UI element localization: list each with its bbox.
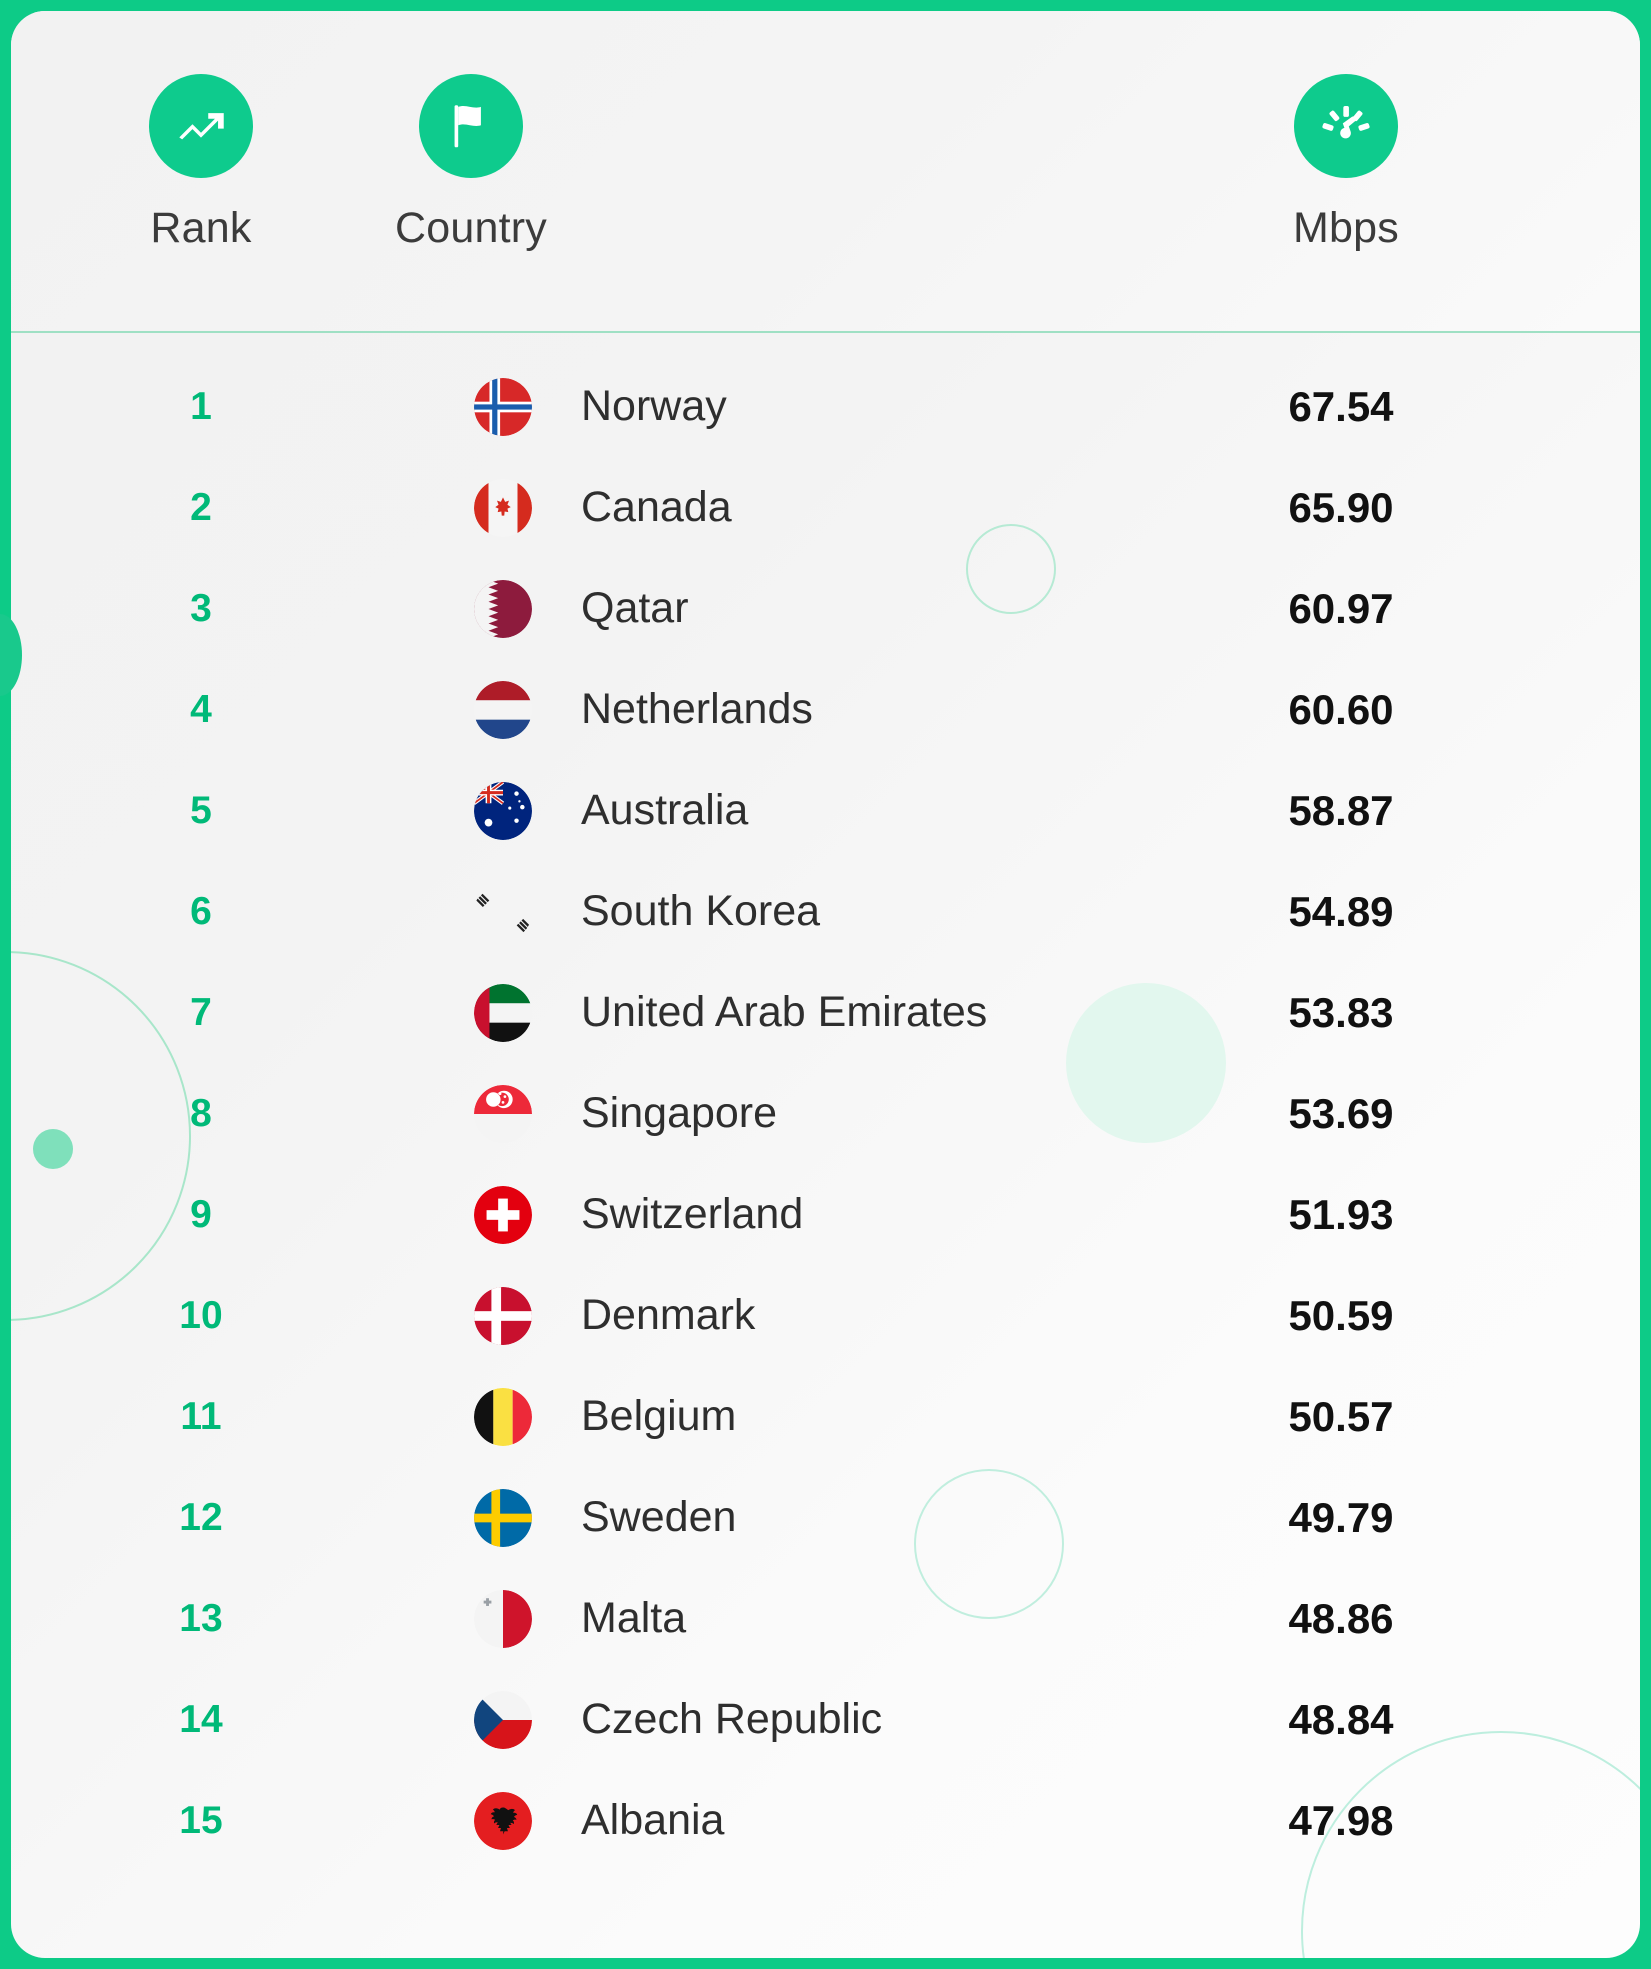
- table-row[interactable]: 6 South Korea 54.89: [11, 861, 1640, 962]
- flag-sweden-icon: [466, 1488, 540, 1547]
- table-row[interactable]: 10 Denmark 50.59: [11, 1265, 1640, 1366]
- trending-up-icon: [149, 74, 253, 178]
- rank-value: 2: [190, 485, 212, 529]
- table-row[interactable]: 5 Australia 58.87: [11, 760, 1640, 861]
- column-header-mbps-label: Mbps: [1293, 204, 1399, 252]
- country-name: Netherlands: [581, 685, 813, 733]
- rank-value: 15: [179, 1798, 223, 1842]
- country-name: Czech Republic: [581, 1695, 883, 1743]
- mbps-value: 47.98: [1288, 1796, 1394, 1844]
- country-name: Switzerland: [581, 1190, 804, 1238]
- rank-value: 13: [179, 1596, 223, 1640]
- rank-value: 11: [180, 1394, 222, 1438]
- table-row[interactable]: 2 Canada 65.90: [11, 457, 1640, 558]
- rank-value: 14: [179, 1697, 223, 1741]
- mbps-value: 51.93: [1288, 1190, 1394, 1238]
- rank-value: 12: [179, 1495, 223, 1539]
- flag-norway-icon: [466, 377, 540, 436]
- table-row[interactable]: 7 United Arab Emirates 53.83: [11, 962, 1640, 1063]
- ranking-table-body: 1 Norway 67.54 2 Canada 65.90 3 Qatar 60.97 4 Neth…: [11, 333, 1640, 1871]
- flag-australia-icon: [466, 781, 540, 840]
- table-row[interactable]: 8 Singapore 53.69: [11, 1063, 1640, 1164]
- rank-value: 1: [190, 384, 212, 428]
- column-header-country-label: Country: [395, 204, 547, 252]
- table-row[interactable]: 13 Malta 48.86: [11, 1568, 1640, 1669]
- mbps-value: 48.86: [1288, 1594, 1394, 1642]
- table-row[interactable]: 3 Qatar 60.97: [11, 558, 1640, 659]
- rank-value: 5: [190, 788, 212, 832]
- mbps-value: 54.89: [1288, 887, 1394, 935]
- flag-belgium-icon: [466, 1387, 540, 1446]
- table-row[interactable]: 4 Netherlands 60.60: [11, 659, 1640, 760]
- mbps-value: 50.57: [1288, 1392, 1394, 1440]
- flag-albania-icon: [466, 1791, 540, 1850]
- rank-value: 6: [190, 889, 212, 933]
- country-name: Singapore: [581, 1089, 778, 1137]
- country-name: Norway: [581, 382, 727, 430]
- table-row[interactable]: 1 Norway 67.54: [11, 356, 1640, 457]
- flag-switzerland-icon: [466, 1185, 540, 1244]
- table-row[interactable]: 14 Czech Republic 48.84: [11, 1669, 1640, 1770]
- mbps-value: 60.97: [1288, 584, 1394, 632]
- country-name: Australia: [581, 786, 749, 834]
- mbps-value: 49.79: [1288, 1493, 1394, 1541]
- mbps-value: 60.60: [1288, 685, 1394, 733]
- table-row[interactable]: 12 Sweden 49.79: [11, 1467, 1640, 1568]
- rank-value: 9: [190, 1192, 212, 1236]
- country-name: United Arab Emirates: [581, 988, 988, 1036]
- mbps-value: 65.90: [1288, 483, 1394, 531]
- table-row[interactable]: 11 Belgium 50.57: [11, 1366, 1640, 1467]
- mbps-value: 58.87: [1288, 786, 1394, 834]
- mbps-value: 67.54: [1288, 382, 1394, 430]
- country-name: Canada: [581, 483, 732, 531]
- ranking-card: Rank Country: [11, 11, 1640, 1958]
- country-name: Albania: [581, 1796, 725, 1844]
- column-header-country: Country: [391, 74, 551, 253]
- table-row[interactable]: 9 Switzerland 51.93: [11, 1164, 1640, 1265]
- country-name: South Korea: [581, 887, 821, 935]
- rank-value: 4: [190, 687, 212, 731]
- flag-czech-republic-icon: [466, 1690, 540, 1749]
- rank-value: 7: [190, 990, 212, 1034]
- country-name: Malta: [581, 1594, 687, 1642]
- flag-uae-icon: [466, 983, 540, 1042]
- flag-south-korea-icon: [466, 882, 540, 941]
- column-header-mbps: Mbps: [1266, 74, 1426, 253]
- country-name: Denmark: [581, 1291, 756, 1339]
- mbps-value: 50.59: [1288, 1291, 1394, 1339]
- column-header-rank: Rank: [121, 74, 281, 253]
- table-header: Rank Country: [11, 11, 1640, 333]
- flag-netherlands-icon: [466, 680, 540, 739]
- flag-malta-icon: [466, 1589, 540, 1648]
- country-name: Qatar: [581, 584, 689, 632]
- mbps-value: 53.69: [1288, 1089, 1394, 1137]
- country-name: Belgium: [581, 1392, 737, 1440]
- country-name: Sweden: [581, 1493, 737, 1541]
- rank-value: 8: [190, 1091, 212, 1135]
- rank-value: 3: [190, 586, 212, 630]
- flag-canada-icon: [466, 478, 540, 537]
- left-edge-accent-nub: [0, 614, 22, 696]
- flag-qatar-icon: [466, 579, 540, 638]
- column-header-rank-label: Rank: [150, 204, 252, 252]
- flag-denmark-icon: [466, 1286, 540, 1345]
- mbps-value: 48.84: [1288, 1695, 1394, 1743]
- flag-icon: [419, 74, 523, 178]
- table-row[interactable]: 15 Albania 47.98: [11, 1770, 1640, 1871]
- speedometer-icon: [1294, 74, 1398, 178]
- rank-value: 10: [179, 1293, 223, 1337]
- flag-singapore-icon: [466, 1084, 540, 1143]
- mbps-value: 53.83: [1288, 988, 1394, 1036]
